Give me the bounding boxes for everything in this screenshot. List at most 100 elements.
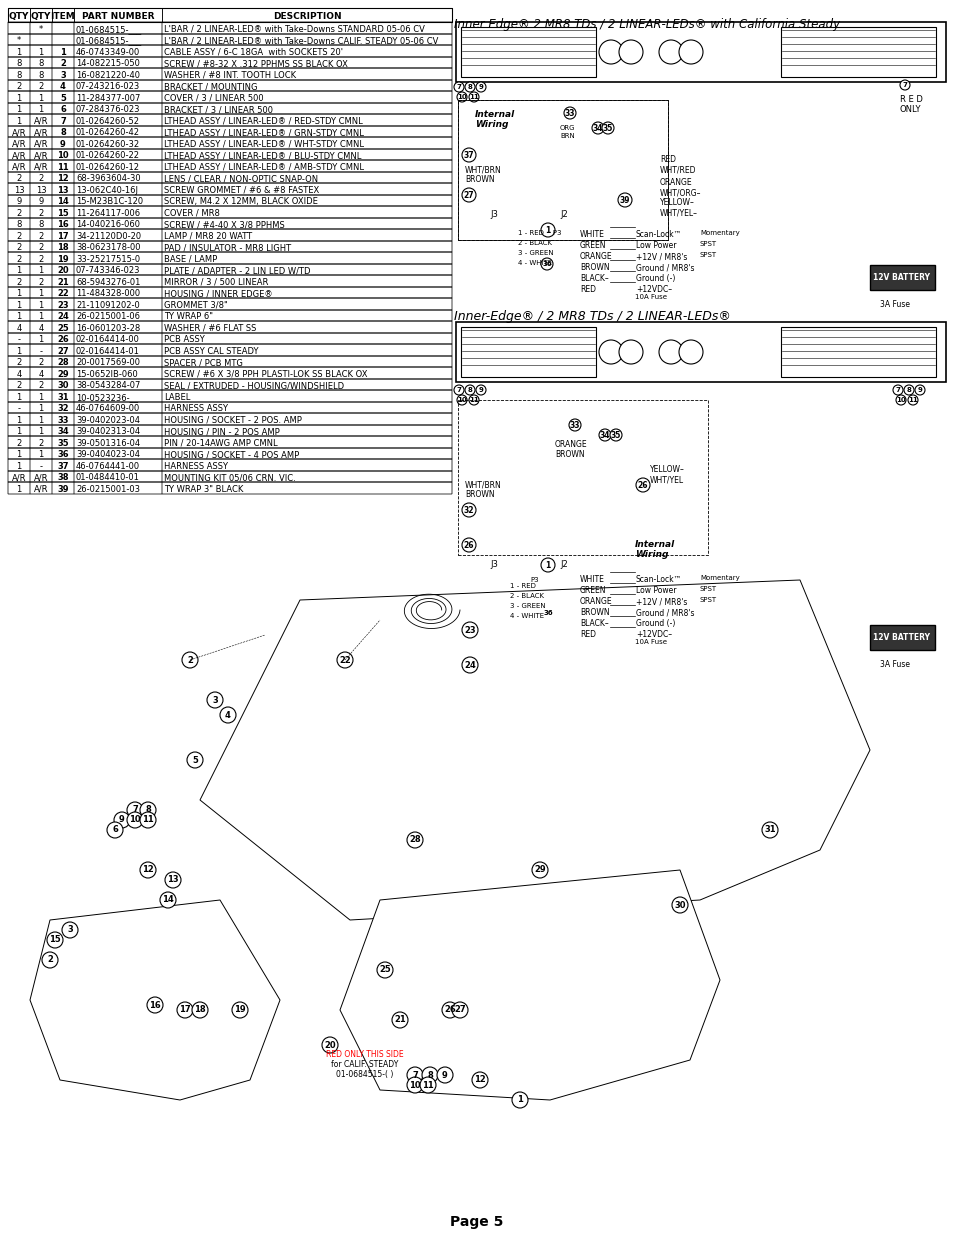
Bar bbox=[8, 206, 30, 217]
Bar bbox=[8, 298, 452, 310]
Bar bbox=[52, 390, 74, 401]
Bar bbox=[30, 287, 52, 298]
Text: GREEN: GREEN bbox=[579, 585, 606, 595]
Bar bbox=[52, 378, 74, 390]
Bar bbox=[30, 367, 52, 378]
Text: Internal: Internal bbox=[635, 540, 675, 550]
Text: 16-0601203-28: 16-0601203-28 bbox=[76, 324, 140, 332]
Text: HOUSING / PIN - 2 POS AMP: HOUSING / PIN - 2 POS AMP bbox=[164, 427, 279, 436]
Text: Scan-Lock™: Scan-Lock™ bbox=[636, 230, 681, 240]
Circle shape bbox=[376, 962, 393, 978]
Text: 01-0264260-52: 01-0264260-52 bbox=[76, 117, 140, 126]
Text: 15-0652lB-060: 15-0652lB-060 bbox=[76, 369, 137, 379]
Text: 39: 39 bbox=[57, 485, 69, 494]
Text: 39-0501316-04: 39-0501316-04 bbox=[76, 438, 140, 448]
Bar bbox=[52, 114, 74, 126]
Text: 2: 2 bbox=[38, 209, 44, 217]
Bar bbox=[162, 447, 452, 459]
Bar bbox=[8, 126, 452, 137]
Text: 2: 2 bbox=[16, 83, 22, 91]
Text: 07-243216-023: 07-243216-023 bbox=[76, 83, 140, 91]
Text: +12V / MR8's: +12V / MR8's bbox=[636, 597, 687, 606]
Circle shape bbox=[512, 1092, 527, 1108]
Text: 1: 1 bbox=[38, 416, 44, 425]
Bar bbox=[8, 287, 452, 298]
Text: 20: 20 bbox=[324, 1041, 335, 1050]
Text: 2: 2 bbox=[38, 438, 44, 448]
Text: 31: 31 bbox=[763, 825, 775, 835]
Bar bbox=[162, 7, 452, 22]
Bar bbox=[74, 148, 162, 161]
Bar bbox=[52, 241, 74, 252]
Text: 34: 34 bbox=[57, 427, 69, 436]
Circle shape bbox=[461, 657, 477, 673]
Circle shape bbox=[165, 872, 181, 888]
Text: 9: 9 bbox=[60, 140, 66, 148]
Text: LABEL: LABEL bbox=[164, 393, 191, 401]
Text: 68-5943276-01: 68-5943276-01 bbox=[76, 278, 140, 287]
Bar bbox=[8, 321, 30, 332]
Bar bbox=[30, 332, 52, 345]
Text: 24: 24 bbox=[57, 312, 69, 321]
Text: WASHER / #8 INT. TOOTH LOCK: WASHER / #8 INT. TOOTH LOCK bbox=[164, 70, 295, 80]
Bar bbox=[8, 148, 30, 161]
Bar bbox=[52, 79, 74, 91]
Circle shape bbox=[899, 80, 909, 90]
Bar bbox=[74, 447, 162, 459]
Text: A/R: A/R bbox=[33, 117, 49, 126]
Text: 3A Fuse: 3A Fuse bbox=[879, 659, 909, 669]
Bar bbox=[162, 217, 452, 228]
Bar bbox=[30, 378, 52, 390]
Text: Inner Edge® 2 MR8 TDs / 2 LINEAR-LEDs® with California Steady: Inner Edge® 2 MR8 TDs / 2 LINEAR-LEDs® w… bbox=[454, 19, 840, 31]
Bar bbox=[8, 332, 452, 345]
Text: Low Power: Low Power bbox=[636, 585, 676, 595]
Bar bbox=[8, 332, 30, 345]
Bar bbox=[8, 22, 30, 33]
Bar bbox=[162, 252, 452, 263]
Text: 36: 36 bbox=[542, 610, 552, 616]
Text: 01-0264260-32: 01-0264260-32 bbox=[76, 140, 140, 148]
Bar bbox=[8, 356, 30, 367]
Bar bbox=[52, 412, 74, 425]
Text: 14-082215-050: 14-082215-050 bbox=[76, 59, 140, 68]
Bar bbox=[52, 183, 74, 194]
Bar bbox=[8, 412, 452, 425]
Text: 1: 1 bbox=[38, 289, 44, 298]
Text: 2 - BLACK: 2 - BLACK bbox=[517, 240, 552, 246]
Text: A/R: A/R bbox=[33, 128, 49, 137]
Text: 29: 29 bbox=[534, 866, 545, 874]
Circle shape bbox=[895, 395, 905, 405]
Bar bbox=[8, 275, 452, 287]
Text: 1: 1 bbox=[545, 226, 550, 235]
Bar bbox=[52, 206, 74, 217]
Bar bbox=[52, 252, 74, 263]
Text: 2 - BLACK: 2 - BLACK bbox=[510, 593, 543, 599]
Text: BROWN: BROWN bbox=[579, 263, 609, 272]
Bar bbox=[30, 57, 52, 68]
Text: 39-0402023-04: 39-0402023-04 bbox=[76, 416, 140, 425]
Bar bbox=[74, 321, 162, 332]
Text: A/R: A/R bbox=[33, 140, 49, 148]
Text: 28: 28 bbox=[57, 358, 69, 367]
Text: 12: 12 bbox=[57, 174, 69, 183]
Text: 2: 2 bbox=[38, 83, 44, 91]
Text: LTHEAD ASSY / LINEAR-LED® / RED-STDY CMNL: LTHEAD ASSY / LINEAR-LED® / RED-STDY CMN… bbox=[164, 117, 362, 126]
Text: 68-3963604-30: 68-3963604-30 bbox=[76, 174, 140, 183]
Text: 1: 1 bbox=[38, 335, 44, 345]
Text: 8: 8 bbox=[145, 805, 151, 815]
Text: 25: 25 bbox=[57, 324, 69, 332]
Text: 20-0017569-00: 20-0017569-00 bbox=[76, 358, 140, 367]
Text: 4: 4 bbox=[60, 83, 66, 91]
Bar bbox=[457, 100, 667, 240]
Text: SPST: SPST bbox=[700, 585, 717, 592]
Bar bbox=[30, 241, 52, 252]
Bar bbox=[781, 27, 935, 77]
Circle shape bbox=[761, 823, 778, 839]
Bar bbox=[30, 194, 52, 206]
Text: PLATE / ADAPTER - 2 LIN LED W/TD: PLATE / ADAPTER - 2 LIN LED W/TD bbox=[164, 267, 310, 275]
Circle shape bbox=[461, 188, 476, 203]
Bar bbox=[52, 194, 74, 206]
Circle shape bbox=[42, 952, 58, 968]
Text: 8: 8 bbox=[427, 1071, 433, 1079]
Bar bbox=[162, 287, 452, 298]
